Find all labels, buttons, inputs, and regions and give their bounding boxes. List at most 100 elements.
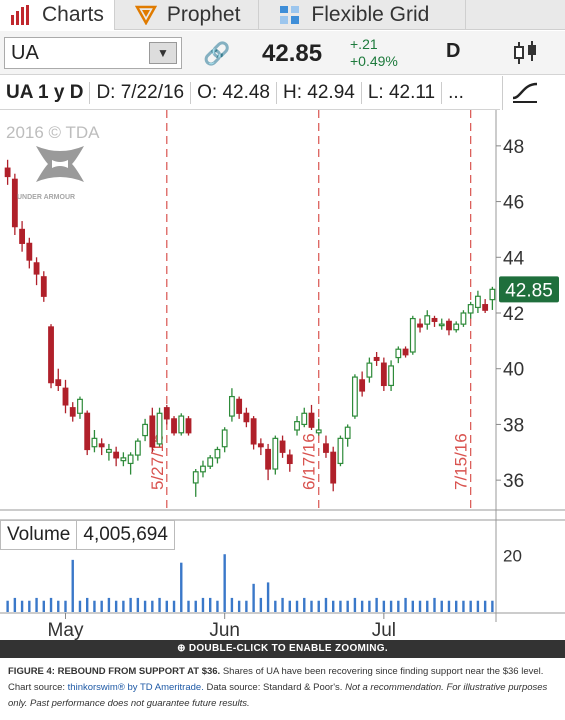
volume-bar (404, 597, 407, 612)
candle (417, 318, 423, 333)
candle (446, 318, 452, 336)
tab-prophet-label: Prophet (166, 3, 241, 26)
volume-bar (100, 600, 103, 612)
candle (4, 159, 11, 185)
link-icon[interactable]: 🔗 (203, 41, 231, 66)
candle (77, 396, 83, 419)
candle (178, 413, 185, 436)
candle (149, 407, 156, 453)
candle (380, 357, 387, 391)
volume-bar (86, 597, 89, 612)
volume-bar (317, 600, 320, 612)
candle-body (438, 323, 445, 327)
chevron-down-icon[interactable]: ▼ (149, 42, 177, 64)
volume-bar (187, 600, 190, 612)
candle-body (163, 407, 170, 420)
volume-bar (426, 600, 429, 612)
volume-bar (28, 600, 31, 612)
volume-bar (360, 600, 364, 612)
candle-body (200, 465, 206, 473)
candle-body (98, 443, 105, 448)
tab-prophet[interactable]: Prophet (115, 0, 260, 30)
candle-body (105, 448, 112, 453)
candle-body (417, 323, 423, 328)
volume-bar (78, 600, 82, 612)
volume-bar (13, 597, 17, 612)
candle-body (11, 178, 18, 228)
candle-body (228, 395, 235, 417)
candle (482, 299, 489, 313)
candle (91, 430, 98, 453)
candle (236, 396, 243, 419)
volume-bar (122, 600, 125, 612)
caption-heading: FIGURE 4: REBOUND FROM SUPPORT AT $36. (8, 666, 221, 677)
candle (207, 455, 214, 469)
volume-bar (281, 597, 284, 612)
symbol-input[interactable]: UA ▼ (4, 37, 182, 69)
price-change-pct: +0.49% (350, 53, 398, 69)
volume-bar (114, 600, 118, 612)
volume-bar (6, 600, 9, 612)
more-menu[interactable]: ... (448, 81, 464, 103)
candle (69, 402, 76, 422)
candle (272, 435, 279, 475)
candle (134, 438, 141, 461)
candle (48, 324, 54, 389)
volume-value: 4,005,694 (83, 524, 168, 545)
volume-bar (491, 600, 494, 612)
candle-body (373, 356, 380, 361)
candle-body (380, 362, 387, 387)
watermark-copyright: 2016 © TDA (6, 123, 100, 142)
volume-bar (165, 600, 168, 612)
candle (228, 388, 235, 422)
volume-bar (266, 582, 270, 612)
volume-bar (35, 597, 38, 612)
candle (395, 346, 402, 364)
drawing-tool-icon[interactable] (502, 76, 547, 110)
bar-date: D: 7/22/16 (90, 81, 192, 104)
candle-body (171, 418, 177, 434)
caption-source-link[interactable]: thinkorswim® by TD Ameritrade. (67, 682, 204, 693)
volume-bar (158, 597, 161, 612)
volume-bar (303, 597, 306, 612)
candle-body (84, 412, 91, 451)
zoom-hint-bar[interactable]: ⊕ DOUBLE-CLICK TO ENABLE ZOOMING. (0, 640, 565, 658)
candle-body (192, 471, 199, 484)
candle-body (40, 276, 47, 297)
tab-charts[interactable]: Charts (0, 0, 115, 30)
y-tick-label: 44 (503, 248, 525, 269)
tab-flexible-grid[interactable]: Flexible Grid (259, 0, 467, 30)
candle-body (178, 415, 185, 434)
price-change: +.21 +0.49% (350, 36, 398, 70)
candle-body (33, 262, 40, 275)
y-tick-label: 48 (503, 137, 524, 158)
candle (431, 315, 438, 327)
bar-low: L: 42.11 (362, 81, 443, 104)
candle (359, 371, 366, 397)
candle (308, 404, 315, 430)
candlestick-icon[interactable] (512, 39, 540, 73)
volume-bar (332, 600, 335, 612)
candle-body (409, 317, 416, 353)
x-tick-label: Jun (209, 620, 240, 640)
candle-body (402, 348, 409, 356)
volume-bar (440, 600, 443, 612)
period-selector[interactable]: D (446, 40, 461, 62)
candle-body (453, 323, 460, 331)
candle (142, 418, 149, 442)
candle (460, 310, 467, 327)
candle-body (424, 315, 431, 325)
volume-title: Volume (1, 521, 78, 549)
candle (323, 435, 329, 458)
price-chart[interactable]: 5/27/16 6/17/16 7/15/16 3638404244464842.8… (0, 110, 565, 640)
candle (127, 452, 134, 475)
bar-high: H: 42.94 (277, 81, 362, 104)
last-price-tag-label: 42.85 (505, 280, 553, 301)
x-tick-label: Jul (372, 620, 396, 640)
zoom-hint-text: DOUBLE-CLICK TO ENABLE ZOOMING. (188, 643, 388, 654)
candle-body (250, 418, 257, 445)
chart-title: UA 1 y D (0, 81, 91, 104)
candle-body (156, 412, 163, 445)
candle-body (69, 407, 76, 417)
candle-body (308, 412, 315, 428)
